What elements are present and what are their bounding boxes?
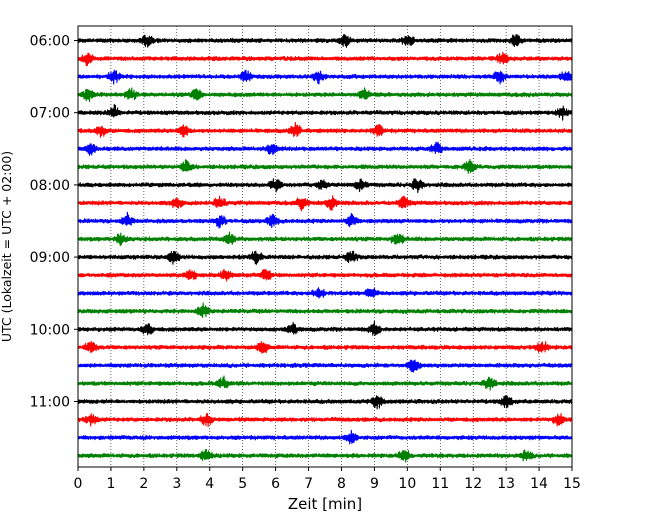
x-axis-label: Zeit [min] bbox=[288, 495, 362, 513]
trace-0700 bbox=[77, 104, 573, 121]
x-tick-label: 9 bbox=[370, 476, 379, 492]
x-tick-label: 8 bbox=[337, 476, 346, 492]
x-tick-label: 3 bbox=[172, 476, 181, 492]
trace-0715 bbox=[77, 122, 573, 138]
trace-1145 bbox=[77, 449, 573, 463]
trace-0615 bbox=[77, 51, 573, 67]
x-tick-label: 14 bbox=[530, 476, 548, 492]
trace-0800 bbox=[77, 178, 573, 194]
trace-0900 bbox=[77, 250, 573, 265]
trace-group bbox=[77, 34, 573, 463]
y-tick-label: 07:00 bbox=[30, 106, 70, 122]
y-tick-label: 08:00 bbox=[30, 178, 70, 194]
x-tick-label: 4 bbox=[205, 476, 214, 492]
trace-1130 bbox=[77, 429, 573, 445]
trace-0915 bbox=[77, 268, 573, 282]
x-tick-label: 1 bbox=[106, 476, 115, 492]
trace-1115 bbox=[77, 412, 573, 428]
trace-0730 bbox=[77, 141, 573, 156]
trace-1030 bbox=[77, 359, 573, 373]
trace-0845 bbox=[77, 231, 573, 247]
plot-frame bbox=[77, 25, 573, 468]
x-tick-label: 10 bbox=[398, 476, 416, 492]
x-tick-label: 0 bbox=[74, 476, 83, 492]
y-tick-label: 06:00 bbox=[30, 34, 70, 50]
trace-0645 bbox=[77, 87, 573, 103]
trace-0930 bbox=[77, 287, 573, 299]
trace-0745 bbox=[77, 158, 573, 174]
x-tick-label: 13 bbox=[497, 476, 515, 492]
trace-1100 bbox=[77, 394, 573, 410]
trace-1000 bbox=[77, 320, 573, 337]
x-tick-label: 2 bbox=[139, 476, 148, 492]
y-tick-label: 09:00 bbox=[30, 250, 70, 266]
x-tick-label: 12 bbox=[464, 476, 482, 492]
x-tick-label: 15 bbox=[563, 476, 581, 492]
trace-0830 bbox=[77, 211, 573, 229]
x-tick-label: 11 bbox=[431, 476, 449, 492]
y-tick-label: 10:00 bbox=[30, 322, 70, 338]
trace-0630 bbox=[77, 69, 573, 85]
x-axis-ticks: 0 1 2 3 4 5 6 7 8 9 10 11 12 13 14 15 bbox=[74, 467, 581, 492]
x-tick-label: 7 bbox=[304, 476, 313, 492]
y-axis-label: UTC (Lokalzeit = UTC + 02:00) bbox=[0, 151, 14, 342]
trace-0815 bbox=[77, 195, 573, 212]
trace-1015 bbox=[77, 340, 573, 354]
trace-1045 bbox=[77, 375, 573, 391]
y-tick-label: 11:00 bbox=[30, 395, 70, 411]
x-tick-label: 6 bbox=[271, 476, 280, 492]
trace-0600 bbox=[77, 34, 573, 48]
y-axis-ticks: 06:00 07:00 08:00 09:00 10:00 11:00 bbox=[30, 34, 78, 411]
x-tick-label: 5 bbox=[238, 476, 247, 492]
trace-0945 bbox=[77, 302, 573, 319]
